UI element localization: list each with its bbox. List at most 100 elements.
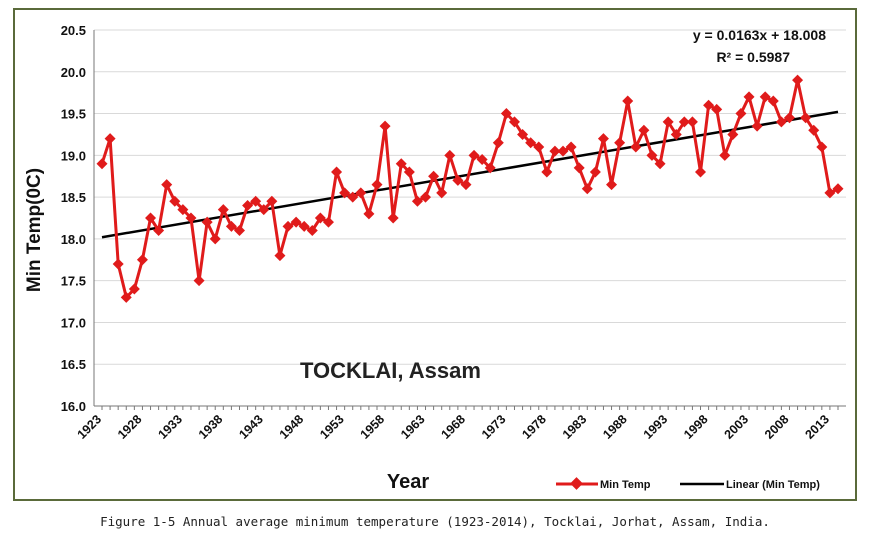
data-point xyxy=(711,103,723,115)
data-point xyxy=(371,179,383,191)
data-point xyxy=(517,128,529,140)
data-point xyxy=(719,149,731,161)
data-point xyxy=(597,133,609,145)
data-point xyxy=(824,187,836,199)
data-point xyxy=(96,158,108,170)
data-point xyxy=(395,158,407,170)
data-point xyxy=(193,275,205,287)
data-point xyxy=(298,220,310,232)
legend-label-min-temp: Min Temp xyxy=(600,479,651,491)
data-point xyxy=(622,95,634,107)
data-point xyxy=(217,204,229,216)
data-point xyxy=(743,91,755,103)
data-point xyxy=(112,258,124,270)
data-point xyxy=(331,166,343,178)
data-point xyxy=(403,166,415,178)
data-point xyxy=(670,128,682,140)
series-min-temp xyxy=(96,74,844,303)
data-point xyxy=(654,158,666,170)
data-point xyxy=(274,250,286,262)
data-point xyxy=(589,166,601,178)
data-point xyxy=(492,137,504,149)
y-tick-label: 18.0 xyxy=(61,232,86,247)
data-point xyxy=(508,116,520,128)
data-point xyxy=(630,141,642,153)
data-point xyxy=(606,179,618,191)
data-point xyxy=(387,212,399,224)
data-point xyxy=(800,112,812,124)
data-point xyxy=(525,137,537,149)
data-point xyxy=(153,225,165,237)
data-point xyxy=(161,179,173,191)
data-point xyxy=(783,112,795,124)
data-point xyxy=(792,74,804,86)
data-point xyxy=(646,149,658,161)
data-point xyxy=(145,212,157,224)
data-point xyxy=(314,212,326,224)
data-point xyxy=(420,191,432,203)
data-point xyxy=(476,154,488,166)
data-point xyxy=(355,187,367,199)
legend: Min Temp Linear (Min Temp) xyxy=(556,477,820,491)
y-tick-label: 20.0 xyxy=(61,65,86,80)
data-point xyxy=(565,141,577,153)
data-point xyxy=(209,233,221,245)
data-point xyxy=(185,212,197,224)
data-point xyxy=(306,225,318,237)
data-point xyxy=(250,195,262,207)
data-point xyxy=(638,124,650,136)
data-point xyxy=(290,216,302,228)
y-tick-label: 16.0 xyxy=(61,399,86,414)
y-axis-title: Min Temp(0C) xyxy=(24,168,45,292)
data-point xyxy=(225,220,237,232)
data-point xyxy=(468,149,480,161)
data-point xyxy=(379,120,391,132)
y-tick-label: 20.5 xyxy=(61,23,86,38)
data-point xyxy=(452,174,464,186)
data-point xyxy=(751,120,763,132)
data-point xyxy=(428,170,440,182)
chart-border xyxy=(13,8,857,501)
data-point xyxy=(242,199,254,211)
data-point xyxy=(759,91,771,103)
y-tick-label: 17.0 xyxy=(61,315,86,330)
data-point xyxy=(177,204,189,216)
data-point xyxy=(136,254,148,266)
data-point xyxy=(735,108,747,120)
chart-container: 16.0 16.5 17.0 17.5 18.0 18.5 19.0 19.5 20.0 20.5… xyxy=(13,8,857,501)
y-tick-label: 16.5 xyxy=(61,357,86,372)
data-point xyxy=(581,183,593,195)
data-point xyxy=(832,183,844,195)
data-point xyxy=(339,187,351,199)
data-point xyxy=(614,137,626,149)
axes xyxy=(93,30,846,410)
data-point xyxy=(436,187,448,199)
data-point xyxy=(120,291,132,303)
y-tick-label: 17.5 xyxy=(61,274,86,289)
data-point xyxy=(322,216,334,228)
data-point xyxy=(128,283,140,295)
data-point xyxy=(662,116,674,128)
data-point xyxy=(573,162,585,174)
data-point xyxy=(695,166,707,178)
data-point xyxy=(201,216,213,228)
data-point xyxy=(541,166,553,178)
data-point xyxy=(347,191,359,203)
data-point xyxy=(549,145,561,157)
figure-caption: Figure 1-5 Annual average minimum temper… xyxy=(100,514,770,529)
trendline-equation: y = 0.0163x + 18.008 xyxy=(693,27,826,43)
data-point xyxy=(703,99,715,111)
legend-label-linear: Linear (Min Temp) xyxy=(726,479,820,491)
data-point xyxy=(233,225,245,237)
data-point xyxy=(363,208,375,220)
data-point xyxy=(460,179,472,191)
data-point xyxy=(678,116,690,128)
y-tick-label: 19.0 xyxy=(61,148,86,163)
trendline-r-squared: R² = 0.5987 xyxy=(716,49,790,65)
x-axis-title: Year xyxy=(387,471,429,493)
data-point xyxy=(775,116,787,128)
y-tick-label: 18.5 xyxy=(61,190,86,205)
data-point xyxy=(169,195,181,207)
chart-annotation-title: TOCKLAI, Assam xyxy=(300,358,481,383)
y-tick-label: 19.5 xyxy=(61,107,86,122)
